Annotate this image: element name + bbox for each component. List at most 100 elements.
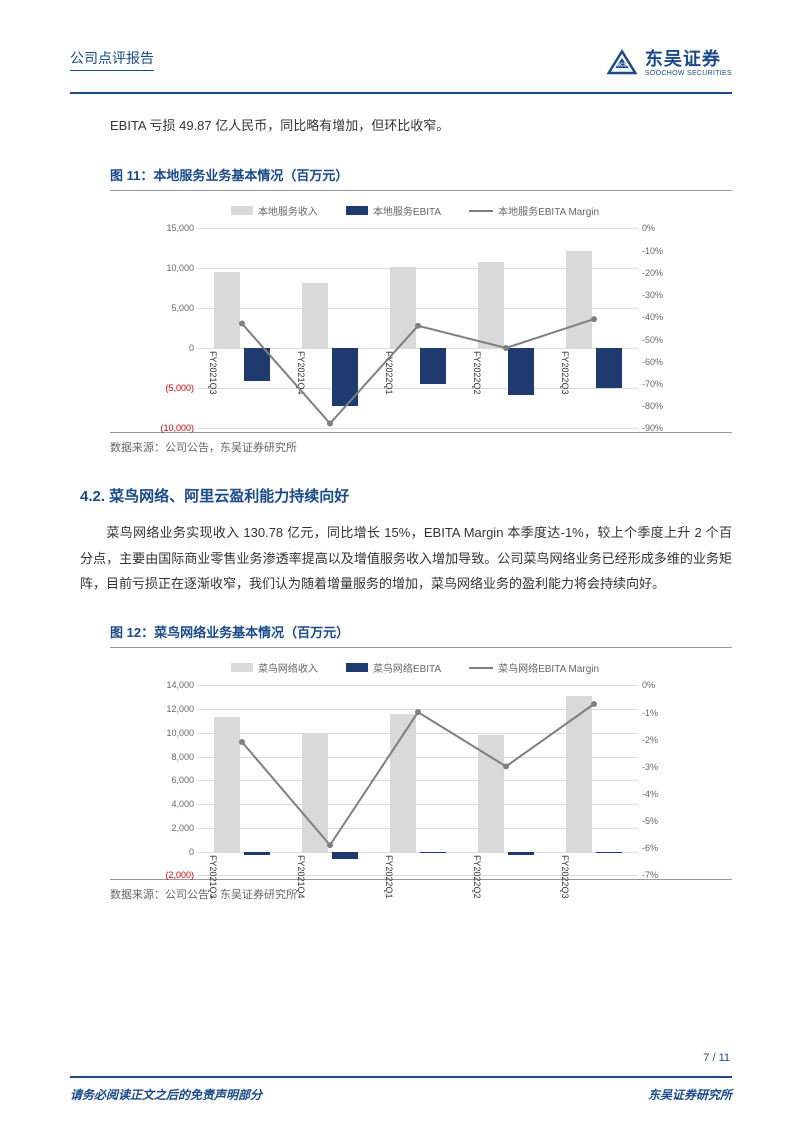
ebita-bar <box>244 348 270 381</box>
chart12-plot: (2,000)02,0004,0006,0008,00010,00012,000… <box>198 685 638 875</box>
x-category-label: FY2022Q1 <box>384 855 394 899</box>
x-category-label: FY2022Q3 <box>560 855 570 899</box>
header-rule <box>70 92 732 94</box>
figure-12-source: 数据来源：公司公告，东吴证券研究所 <box>110 886 732 902</box>
y-left-tick: 10,000 <box>152 263 194 273</box>
x-category-label: FY2021Q3 <box>208 351 218 395</box>
ebita-bar <box>508 348 534 394</box>
legend-bar1-label: 本地服务收入 <box>258 203 318 218</box>
y-right-tick: -3% <box>642 762 678 772</box>
legend-bar2-label: 本地服务EBITA <box>373 203 441 218</box>
chart12-legend: 菜鸟网络收入 菜鸟网络EBITA 菜鸟网络EBITA Margin <box>150 652 680 685</box>
y-left-tick: 10,000 <box>152 728 194 738</box>
y-right-tick: -30% <box>642 290 678 300</box>
swatch-ebita-12 <box>346 663 368 672</box>
y-right-tick: 0% <box>642 680 678 690</box>
revenue-bar <box>214 717 240 851</box>
y-left-tick: 0 <box>152 343 194 353</box>
figure-11-source: 数据来源：公司公告，东吴证券研究所 <box>110 439 732 455</box>
revenue-bar <box>390 267 416 349</box>
legend-line-label: 本地服务EBITA Margin <box>498 203 599 218</box>
page-header: 公司点评报告 SCS 东吴证券 SOOCHOW SECURITIES <box>70 48 732 78</box>
swatch-revenue <box>231 206 253 215</box>
revenue-bar <box>302 734 328 852</box>
section-4-2-paragraph: 菜鸟网络业务实现收入 130.78 亿元，同比增长 15%，EBITA Marg… <box>80 520 732 596</box>
legend-line-12-label: 菜鸟网络EBITA Margin <box>498 660 599 675</box>
ebita-bar <box>596 852 622 853</box>
revenue-bar <box>478 262 504 348</box>
y-left-tick: 14,000 <box>152 680 194 690</box>
y-left-tick: 4,000 <box>152 799 194 809</box>
y-left-tick: 5,000 <box>152 303 194 313</box>
y-right-tick: -50% <box>642 335 678 345</box>
x-category-label: FY2021Q4 <box>296 855 306 899</box>
figure-12-rule-top <box>110 647 732 648</box>
y-left-tick: 8,000 <box>152 752 194 762</box>
ebita-bar <box>332 852 358 859</box>
swatch-ebita <box>346 206 368 215</box>
legend-bar2: 本地服务EBITA <box>346 203 441 218</box>
legend-bar2-12-label: 菜鸟网络EBITA <box>373 660 441 675</box>
ebita-bar <box>244 852 270 855</box>
y-right-tick: -2% <box>642 735 678 745</box>
y-right-tick: -90% <box>642 423 678 433</box>
revenue-bar <box>214 272 240 349</box>
y-right-tick: -1% <box>642 708 678 718</box>
y-left-tick: (10,000) <box>152 423 194 433</box>
revenue-bar <box>478 735 504 852</box>
chart11-legend: 本地服务收入 本地服务EBITA 本地服务EBITA Margin <box>150 195 680 228</box>
ebita-bar <box>332 348 358 406</box>
svg-text:SCS: SCS <box>617 62 628 68</box>
x-category-label: FY2021Q4 <box>296 351 306 395</box>
figure-11-rule-bot <box>110 432 732 433</box>
legend-bar1-12: 菜鸟网络收入 <box>231 660 318 675</box>
revenue-bar <box>302 283 328 349</box>
y-left-tick: 15,000 <box>152 223 194 233</box>
page-footer: 7 / 11 请务必阅读正文之后的免责声明部分 东吴证券研究所 <box>0 1076 802 1103</box>
y-left-tick: (2,000) <box>152 870 194 880</box>
ebita-bar <box>508 852 534 856</box>
swatch-margin <box>469 210 493 212</box>
brand-name-cn: 东吴证券 <box>645 50 732 68</box>
scs-logo-icon: SCS <box>605 48 639 78</box>
swatch-revenue-12 <box>231 663 253 672</box>
y-right-tick: -10% <box>642 246 678 256</box>
revenue-bar <box>566 696 592 851</box>
legend-line-12: 菜鸟网络EBITA Margin <box>469 660 599 675</box>
swatch-margin-12 <box>469 667 493 669</box>
page-number: 7 / 11 <box>703 1052 730 1064</box>
brand-name-en: SOOCHOW SECURITIES <box>645 70 732 77</box>
legend-bar1: 本地服务收入 <box>231 203 318 218</box>
footer-org: 东吴证券研究所 <box>648 1086 732 1103</box>
figure-11-title: 图 11：本地服务业务基本情况（百万元） <box>110 165 732 184</box>
ebita-bar <box>420 852 446 853</box>
intro-text: EBITA 亏损 49.87 亿人民币，同比略有增加，但环比收窄。 <box>110 114 732 137</box>
y-right-tick: -60% <box>642 357 678 367</box>
y-right-tick: -4% <box>642 789 678 799</box>
figure-11-rule-top <box>110 190 732 191</box>
footer-disclaimer: 请务必阅读正文之后的免责声明部分 <box>70 1086 262 1103</box>
brand-logo: SCS 东吴证券 SOOCHOW SECURITIES <box>605 48 732 78</box>
x-category-label: FY2022Q2 <box>472 351 482 395</box>
x-category-label: FY2022Q1 <box>384 351 394 395</box>
y-left-tick: (5,000) <box>152 383 194 393</box>
figure-12-chart: 菜鸟网络收入 菜鸟网络EBITA 菜鸟网络EBITA Margin (2,000… <box>150 652 680 875</box>
y-left-tick: 2,000 <box>152 823 194 833</box>
y-right-tick: -40% <box>642 312 678 322</box>
x-category-label: FY2022Q2 <box>472 855 482 899</box>
brand-text: 东吴证券 SOOCHOW SECURITIES <box>645 50 732 77</box>
y-right-tick: -6% <box>642 843 678 853</box>
section-4-2-heading: 4.2. 菜鸟网络、阿里云盈利能力持续向好 <box>80 485 732 506</box>
figure-12-rule-bot <box>110 879 732 880</box>
revenue-bar <box>390 714 416 852</box>
footer-rule <box>70 1076 732 1078</box>
y-right-tick: -70% <box>642 379 678 389</box>
y-left-tick: 0 <box>152 847 194 857</box>
y-left-tick: 12,000 <box>152 704 194 714</box>
y-right-tick: -5% <box>642 816 678 826</box>
ebita-bar <box>596 348 622 388</box>
ebita-bar <box>420 348 446 384</box>
x-category-label: FY2021Q3 <box>208 855 218 899</box>
y-right-tick: -80% <box>642 401 678 411</box>
legend-line: 本地服务EBITA Margin <box>469 203 599 218</box>
